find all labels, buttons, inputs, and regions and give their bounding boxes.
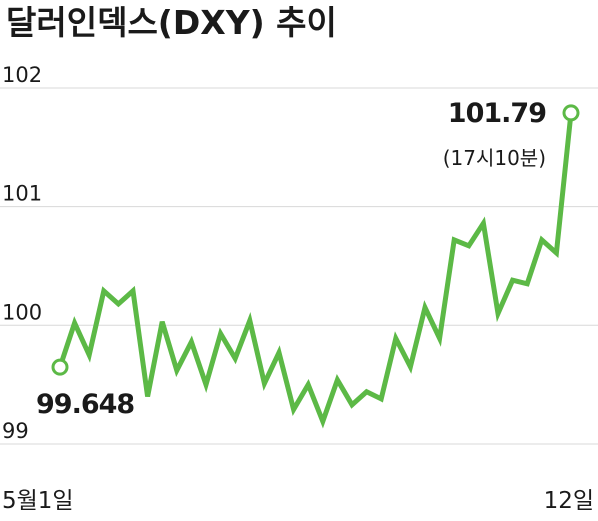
y-tick-label: 100 (2, 300, 42, 324)
data-label: 101.79 (448, 98, 546, 129)
y-tick-label: 99 (2, 419, 29, 443)
annotation: (17시10분) (443, 146, 546, 170)
end-marker (562, 104, 580, 122)
data-label: 99.648 (36, 389, 134, 420)
x-tick-label: 12일 (544, 488, 594, 514)
chart-title: 달러인덱스(DXY) 추이 (6, 3, 337, 42)
end-marker (51, 358, 69, 376)
y-tick-label: 101 (2, 182, 42, 206)
line (57, 112, 574, 429)
x-tick-label: 5월1일 (2, 488, 74, 514)
y-tick-label: 102 (2, 63, 42, 87)
